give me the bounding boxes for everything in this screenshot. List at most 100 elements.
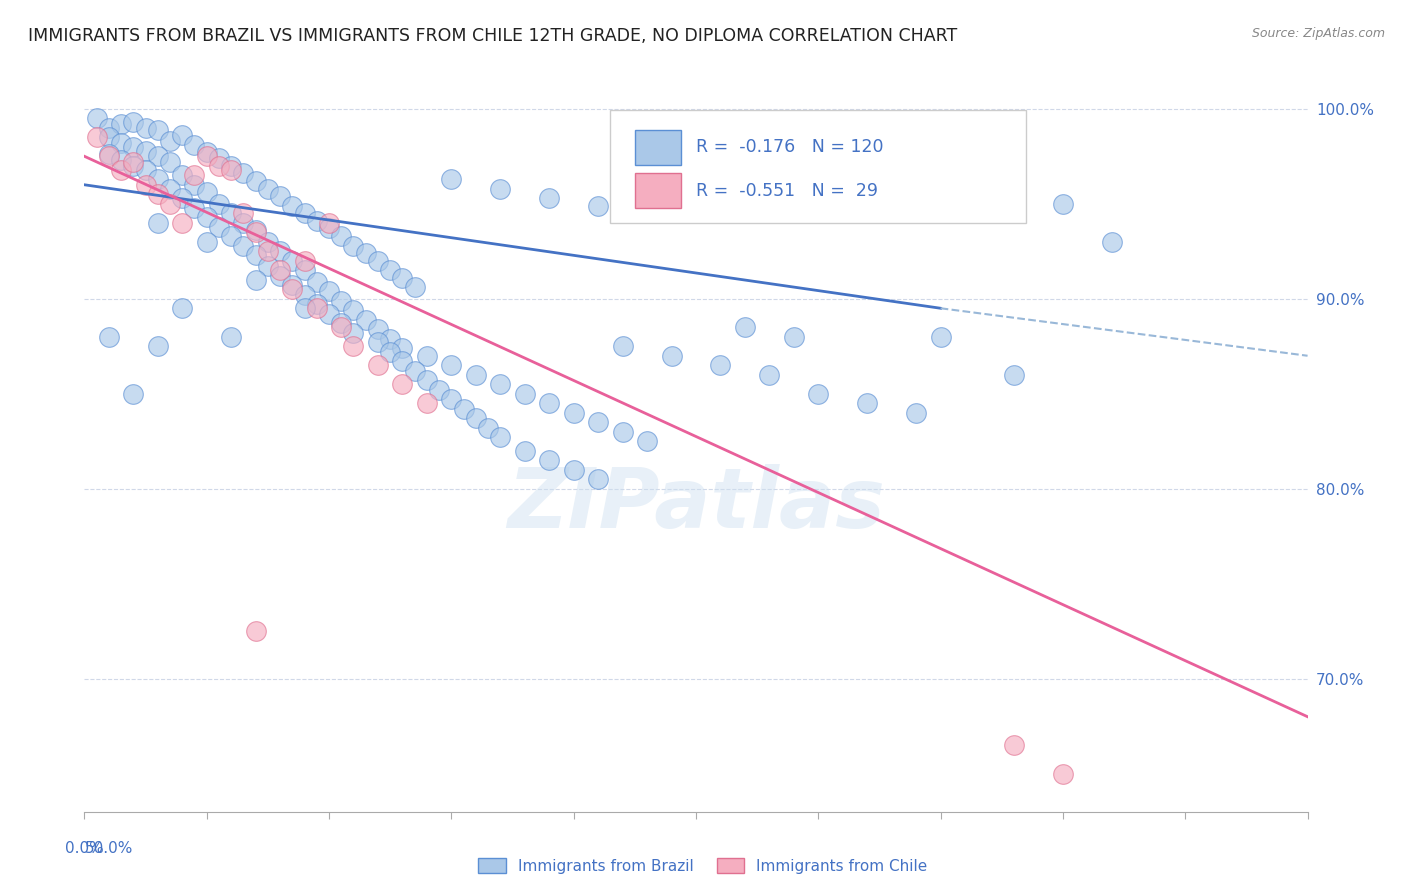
Point [208,196,231,211]
FancyBboxPatch shape [636,129,682,165]
Point [636,434,658,449]
Point [905,406,928,420]
Point [183,201,205,215]
Point [380,345,402,359]
Point [146,122,169,136]
Text: ZIPatlas: ZIPatlas [508,464,884,545]
Point [330,320,353,334]
Point [269,263,291,277]
Point [330,317,353,331]
Point [208,159,231,173]
Point [269,244,291,259]
Point [146,149,169,163]
Point [979,206,1001,220]
Point [330,229,353,244]
Point [86,130,108,145]
Point [734,320,756,334]
Point [183,137,205,152]
Point [135,144,157,158]
Point [380,332,402,346]
Point [391,354,413,368]
Point [416,349,439,363]
Point [232,206,254,220]
Point [122,386,145,401]
Point [367,322,389,336]
Point [122,140,145,154]
Point [342,339,364,353]
Point [367,253,389,268]
Point [1002,738,1025,752]
Point [97,147,120,161]
Point [1002,368,1025,382]
Point [172,216,194,230]
Point [172,168,194,182]
Point [219,162,242,177]
Point [219,229,242,244]
Point [685,187,707,202]
Point [245,273,267,287]
Point [208,219,231,234]
Point [110,162,132,177]
Point [146,216,169,230]
Point [367,358,389,372]
Point [257,260,280,274]
Point [281,199,304,213]
Point [97,120,120,135]
Point [159,155,181,169]
Point [195,186,218,200]
Point [159,196,181,211]
Point [172,191,194,205]
Point [513,443,536,458]
Point [404,280,426,294]
Point [709,358,731,372]
Point [232,238,254,252]
Text: Source: ZipAtlas.com: Source: ZipAtlas.com [1251,27,1385,40]
Point [159,181,181,195]
Point [489,430,512,444]
Point [489,181,512,195]
Point [97,130,120,145]
Point [245,223,267,237]
Point [513,386,536,401]
Point [159,134,181,148]
Point [880,187,903,202]
Point [122,115,145,129]
Point [562,406,585,420]
Point [440,358,463,372]
Point [294,288,316,302]
Point [612,425,634,439]
Point [122,159,145,173]
Point [294,253,316,268]
Point [562,463,585,477]
Point [586,415,609,429]
Point [232,166,254,180]
Point [477,421,499,435]
Point [318,284,340,298]
Point [391,341,413,355]
Point [831,178,853,192]
Point [172,128,194,143]
Point [135,162,157,177]
Point [257,235,280,249]
Point [953,178,976,192]
Point [195,210,218,224]
Point [146,339,169,353]
FancyBboxPatch shape [636,173,682,208]
Point [342,303,364,318]
Point [440,392,463,407]
Point [440,172,463,186]
Text: R =  -0.176   N = 120: R = -0.176 N = 120 [696,138,883,156]
Point [183,168,205,182]
Point [586,199,609,213]
Point [281,253,304,268]
Point [257,181,280,195]
Point [172,301,194,316]
Point [245,624,267,639]
Point [257,244,280,259]
FancyBboxPatch shape [610,110,1026,223]
Point [195,149,218,163]
Point [636,178,658,192]
Point [305,214,328,228]
Point [97,330,120,344]
Point [391,271,413,285]
